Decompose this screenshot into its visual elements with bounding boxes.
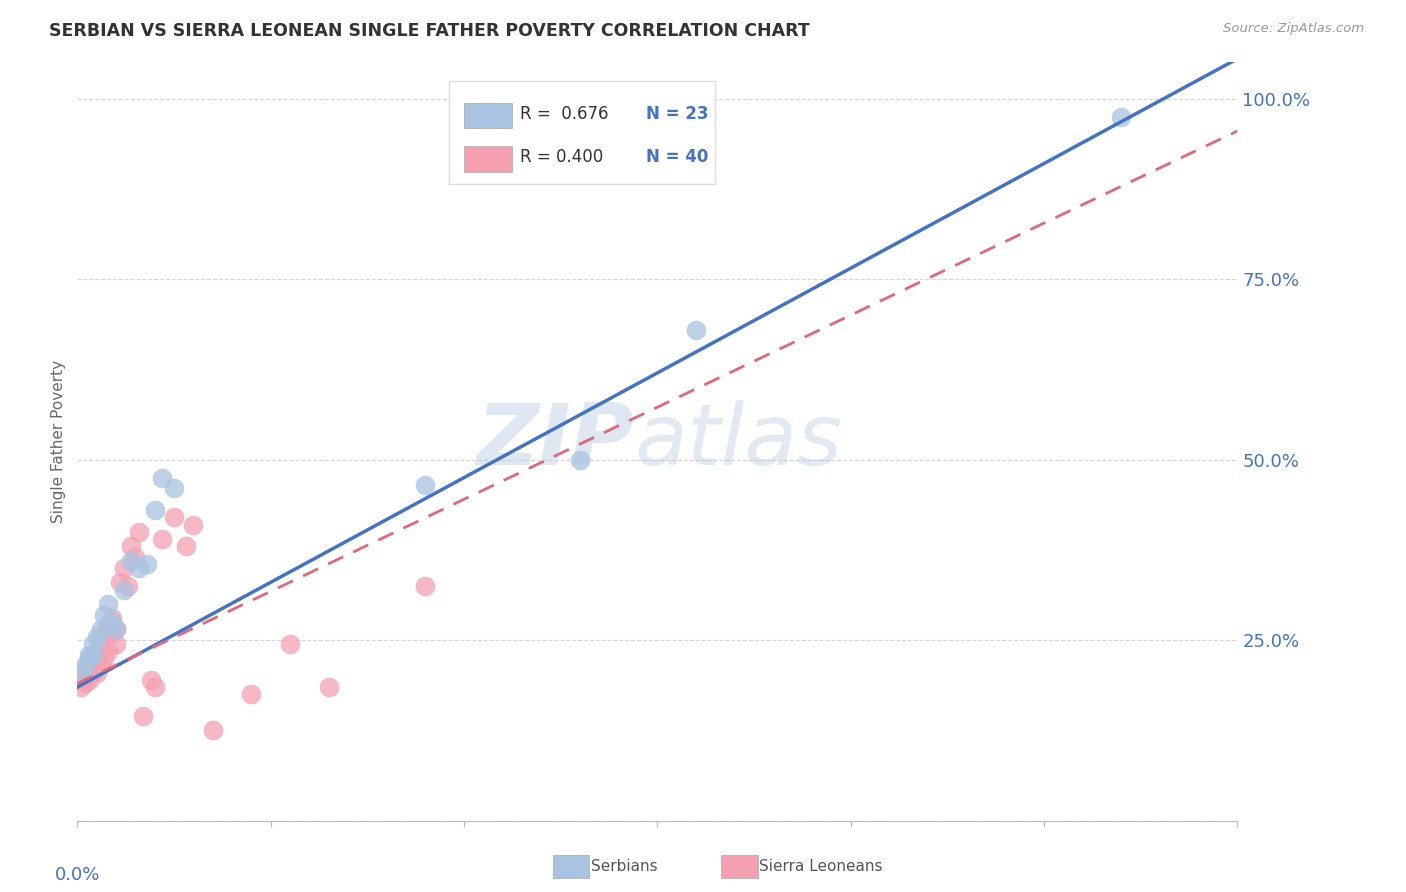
Point [240, 687, 263, 701]
Text: R = 0.400: R = 0.400 [520, 148, 603, 166]
Point [82, 637, 104, 651]
Point [101, 615, 124, 629]
Point [75, 662, 96, 676]
Point [318, 680, 340, 694]
Point [201, 723, 224, 738]
Point [121, 554, 143, 568]
Point [163, 482, 186, 496]
Point [152, 470, 174, 484]
Point [93, 607, 115, 622]
Point [183, 517, 205, 532]
Text: 0.0%: 0.0% [55, 866, 100, 884]
Point [105, 637, 127, 651]
Point [128, 524, 150, 539]
Point [77, 658, 100, 673]
Point [152, 532, 174, 546]
Point [97, 597, 120, 611]
Point [143, 503, 166, 517]
FancyBboxPatch shape [449, 81, 716, 184]
Point [413, 478, 436, 492]
Point [112, 582, 135, 597]
Point [75, 669, 96, 683]
Point [143, 680, 166, 694]
Point [278, 637, 301, 651]
Point [569, 452, 592, 467]
Text: N = 23: N = 23 [645, 105, 709, 123]
Point [82, 648, 104, 662]
FancyBboxPatch shape [464, 103, 512, 128]
Point [70, 673, 93, 687]
Point [121, 539, 143, 553]
Text: Serbians: Serbians [591, 859, 657, 873]
Text: Source: ZipAtlas.com: Source: ZipAtlas.com [1223, 22, 1364, 36]
Point [93, 626, 115, 640]
Point [77, 665, 100, 680]
Point [82, 665, 104, 680]
Point [139, 673, 162, 687]
Point [97, 618, 120, 632]
Point [101, 626, 124, 640]
Point [136, 558, 159, 572]
Point [124, 550, 146, 565]
Point [77, 673, 100, 687]
Point [90, 658, 111, 673]
Point [75, 658, 96, 673]
Text: SERBIAN VS SIERRA LEONEAN SINGLE FATHER POVERTY CORRELATION CHART: SERBIAN VS SIERRA LEONEAN SINGLE FATHER … [49, 22, 810, 40]
Point [82, 648, 104, 662]
Point [75, 676, 96, 690]
Point [117, 579, 139, 593]
Point [97, 644, 120, 658]
Point [105, 622, 127, 636]
Point [90, 622, 111, 636]
Point [132, 709, 155, 723]
Point [413, 579, 436, 593]
Point [77, 651, 100, 665]
Point [93, 651, 115, 665]
Y-axis label: Single Father Poverty: Single Father Poverty [51, 360, 66, 523]
Point [1111, 110, 1133, 124]
Point [105, 622, 127, 636]
Point [70, 680, 93, 694]
Point [685, 323, 707, 337]
Point [86, 665, 108, 680]
Point [101, 611, 124, 625]
Point [108, 575, 131, 590]
FancyBboxPatch shape [464, 145, 512, 171]
Point [86, 651, 108, 665]
Point [112, 561, 135, 575]
Point [70, 665, 93, 680]
Text: N = 40: N = 40 [645, 148, 709, 166]
Point [174, 539, 197, 553]
Point [128, 561, 150, 575]
Point [77, 648, 100, 662]
Point [90, 637, 111, 651]
Text: atlas: atlas [634, 400, 842, 483]
Text: ZIP: ZIP [477, 400, 634, 483]
Text: Sierra Leoneans: Sierra Leoneans [759, 859, 883, 873]
Point [163, 510, 186, 524]
Text: R =  0.676: R = 0.676 [520, 105, 609, 123]
Point [86, 630, 108, 644]
